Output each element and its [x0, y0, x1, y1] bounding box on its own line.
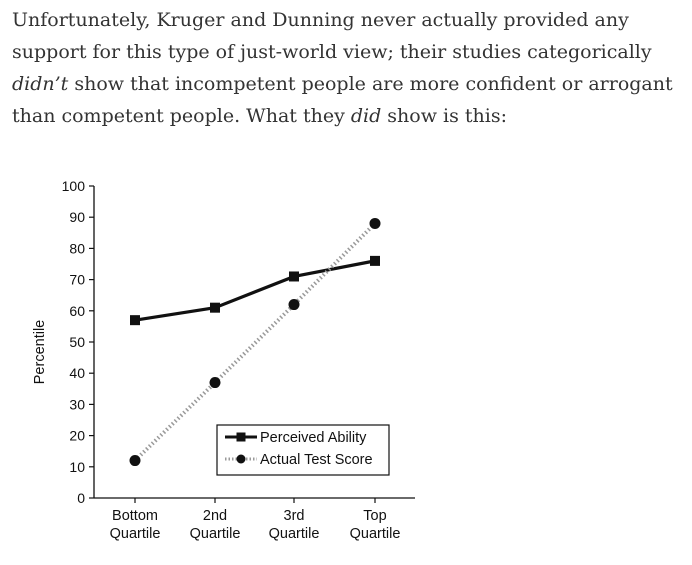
- y-tick-label: 90: [69, 209, 85, 225]
- perceived-ability-point: [289, 271, 299, 282]
- series-line-actual-test-score: [133, 222, 377, 462]
- legend-label: Perceived Ability: [260, 430, 367, 446]
- paragraph-emphasis-2: did: [350, 105, 382, 127]
- x-tick-label: Bottom Quartile: [110, 508, 161, 542]
- y-tick-label: 70: [69, 272, 85, 288]
- y-tick-label: 100: [62, 178, 86, 194]
- perceived-ability-point: [130, 315, 140, 326]
- y-tick-label: 0: [77, 490, 85, 506]
- perceived-ability-point: [210, 302, 220, 313]
- paragraph-text-2: show that incompetent people are more co…: [12, 73, 673, 127]
- actual-test-score-point: [209, 377, 221, 389]
- actual-test-score-point: [288, 299, 300, 311]
- legend-box: [216, 424, 390, 476]
- paragraph-emphasis-1: didn’t: [12, 73, 69, 95]
- paragraph-text-3: show is this:: [381, 105, 507, 127]
- y-tick-label: 10: [69, 459, 85, 475]
- y-tick-label: 80: [69, 240, 85, 256]
- perceived-ability-point: [370, 255, 380, 266]
- legend-swatch-square: [236, 432, 246, 442]
- chart-axes: 0 10 20 30 40 50 60 70 80 90 100 Bottom Quartile 2nd Q…: [32, 178, 415, 542]
- chart-series: [129, 217, 381, 467]
- actual-test-score-point: [369, 217, 381, 229]
- chart-legend: Perceived Ability Actual Test Score: [216, 424, 390, 476]
- y-axis-title: Percentile: [32, 320, 48, 384]
- y-tick-label: 40: [69, 365, 85, 381]
- x-tick-label: 2nd Quartile: [190, 508, 241, 542]
- chart: 0 10 20 30 40 50 60 70 80 90 100 Bottom Quartile 2nd Q…: [32, 178, 415, 542]
- x-tick-label: 3rd Quartile: [269, 508, 320, 542]
- paragraph-text-1: Unfortunately, Kruger and Dunning never …: [12, 9, 652, 63]
- y-tick-label: 50: [69, 334, 85, 350]
- y-tick-label: 30: [69, 396, 85, 412]
- legend-swatch-circle: [236, 454, 246, 464]
- x-tick-label: Top Quartile: [350, 508, 401, 542]
- dunning-kruger-figure: 0 10 20 30 40 50 60 70 80 90 100 Bottom Quartile 2nd Q…: [0, 160, 692, 560]
- article-paragraph: Unfortunately, Kruger and Dunning never …: [12, 4, 684, 132]
- series-line-perceived-ability: [134, 259, 376, 322]
- legend-label: Actual Test Score: [260, 452, 373, 468]
- y-tick-label: 20: [69, 428, 85, 444]
- actual-test-score-point: [129, 455, 141, 467]
- y-tick-label: 60: [69, 303, 85, 319]
